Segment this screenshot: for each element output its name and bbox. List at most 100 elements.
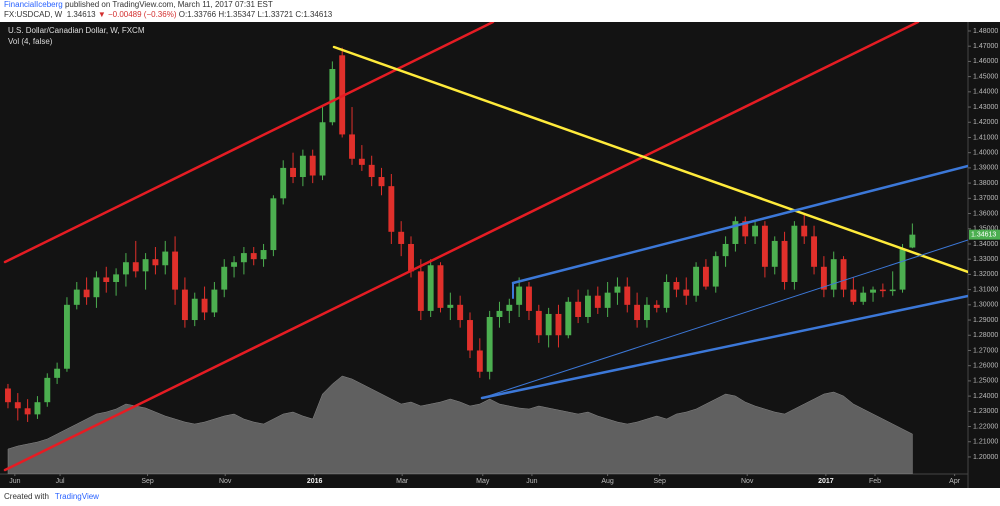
y-tick-label: 1.25000 bbox=[973, 378, 998, 385]
last: 1.34613 bbox=[66, 10, 96, 19]
footer-brand[interactable]: TradingView bbox=[54, 492, 99, 501]
candle-body bbox=[545, 313, 552, 336]
candle-body bbox=[398, 231, 405, 244]
candle-body bbox=[122, 262, 129, 275]
y-tick-label: 1.37000 bbox=[973, 195, 998, 202]
candle-body bbox=[889, 289, 896, 292]
blue-channel-upper bbox=[511, 164, 968, 285]
blue-channel-mid bbox=[481, 239, 968, 399]
y-tick-label: 1.33000 bbox=[973, 256, 998, 263]
candle-body bbox=[152, 259, 159, 266]
candle-body bbox=[585, 295, 591, 317]
y-tick-label: 1.36000 bbox=[973, 210, 998, 217]
y-tick-label: 1.39000 bbox=[973, 165, 998, 172]
x-tick-label: Mar bbox=[396, 478, 409, 485]
candle-body bbox=[506, 304, 513, 311]
candle-body bbox=[781, 240, 788, 283]
candle-body bbox=[260, 250, 267, 260]
candle-body bbox=[44, 377, 51, 403]
candle-body bbox=[555, 313, 562, 336]
candle-body bbox=[93, 277, 100, 298]
candle-body bbox=[5, 388, 11, 403]
y-tick-label: 1.23000 bbox=[973, 408, 998, 415]
candle-body bbox=[437, 265, 444, 308]
candle-body bbox=[349, 134, 355, 159]
candle-body bbox=[172, 251, 179, 290]
red-channel-upper bbox=[3, 22, 495, 264]
x-tick-label: Jun bbox=[9, 478, 20, 485]
candle-body bbox=[14, 402, 21, 409]
candle-body bbox=[270, 198, 277, 251]
candle-body bbox=[34, 402, 41, 415]
candle-body bbox=[526, 286, 532, 311]
candle-body bbox=[801, 225, 808, 237]
candle-body bbox=[83, 289, 90, 298]
x-tick-label: Sep bbox=[653, 478, 666, 485]
y-tick-label: 1.43000 bbox=[973, 104, 998, 111]
candle-body bbox=[761, 225, 768, 267]
candle-body bbox=[673, 282, 680, 290]
y-tick-label: 1.45000 bbox=[973, 73, 998, 80]
candle-body bbox=[231, 262, 238, 267]
x-tick-label: Aug bbox=[601, 478, 614, 485]
candle-body bbox=[771, 240, 778, 267]
x-tick-label: Jun bbox=[526, 478, 537, 485]
close: C:1.34613 bbox=[295, 10, 333, 19]
candle-body bbox=[103, 277, 110, 283]
y-tick-label: 1.34000 bbox=[973, 241, 998, 248]
candle-body bbox=[467, 320, 473, 351]
candle-body bbox=[388, 186, 395, 232]
footer: Created with TradingView bbox=[0, 488, 1000, 506]
yellow-trend bbox=[332, 45, 968, 274]
y-tick-label: 1.47000 bbox=[973, 43, 998, 50]
y-tick-label: 1.46000 bbox=[973, 58, 998, 65]
candle-body bbox=[378, 177, 385, 187]
y-tick-label: 1.20000 bbox=[973, 454, 998, 461]
open: O:1.33766 bbox=[178, 10, 217, 19]
candle-body bbox=[408, 243, 414, 272]
candle-body bbox=[870, 289, 876, 293]
candle-body bbox=[811, 236, 818, 267]
candle-body bbox=[201, 298, 208, 313]
y-tick-label: 1.35000 bbox=[973, 226, 998, 233]
candle-body bbox=[752, 225, 759, 237]
candle-body bbox=[850, 289, 857, 302]
candle-body bbox=[722, 243, 729, 257]
candle-body bbox=[565, 301, 572, 336]
x-tick-label: 2016 bbox=[307, 478, 323, 485]
x-tick-label: Jul bbox=[56, 478, 65, 485]
candle-body bbox=[840, 259, 847, 290]
candle-body bbox=[643, 304, 650, 321]
high: H:1.35347 bbox=[218, 10, 256, 19]
red-channel-lower bbox=[3, 22, 920, 472]
y-tick-label: 1.21000 bbox=[973, 439, 998, 446]
x-tick-label: Apr bbox=[949, 478, 961, 485]
y-tick-label: 1.48000 bbox=[973, 28, 998, 35]
candle-body bbox=[24, 408, 31, 415]
candle-body bbox=[280, 167, 287, 199]
x-tick-label: Feb bbox=[869, 478, 881, 485]
y-tick-label: 1.31000 bbox=[973, 286, 998, 293]
candle-body bbox=[211, 289, 218, 313]
y-tick-label: 1.44000 bbox=[973, 89, 998, 96]
candle-body bbox=[457, 304, 464, 321]
y-tick-label: 1.42000 bbox=[973, 119, 998, 126]
low: L:1.33721 bbox=[257, 10, 294, 19]
quote-line: FX:USDCAD, W 1.34613 ▼ −0.00489 (−0.36%)… bbox=[4, 10, 1000, 20]
candle-body bbox=[181, 289, 188, 321]
candle-body bbox=[427, 265, 434, 311]
y-tick-label: 1.26000 bbox=[973, 363, 998, 370]
candle-body bbox=[132, 262, 139, 272]
x-tick-label: Sep bbox=[141, 478, 154, 485]
candle-body bbox=[575, 301, 582, 317]
volume-layer bbox=[7, 375, 913, 474]
candle-body bbox=[909, 234, 916, 248]
candle-body bbox=[319, 122, 326, 176]
publisher[interactable]: FinancialIceberg bbox=[4, 0, 63, 9]
blue-channel-lower bbox=[480, 294, 968, 400]
candle-body bbox=[447, 304, 454, 308]
candle-body bbox=[683, 289, 690, 296]
candle-body bbox=[712, 256, 719, 287]
candle-body bbox=[634, 304, 641, 321]
